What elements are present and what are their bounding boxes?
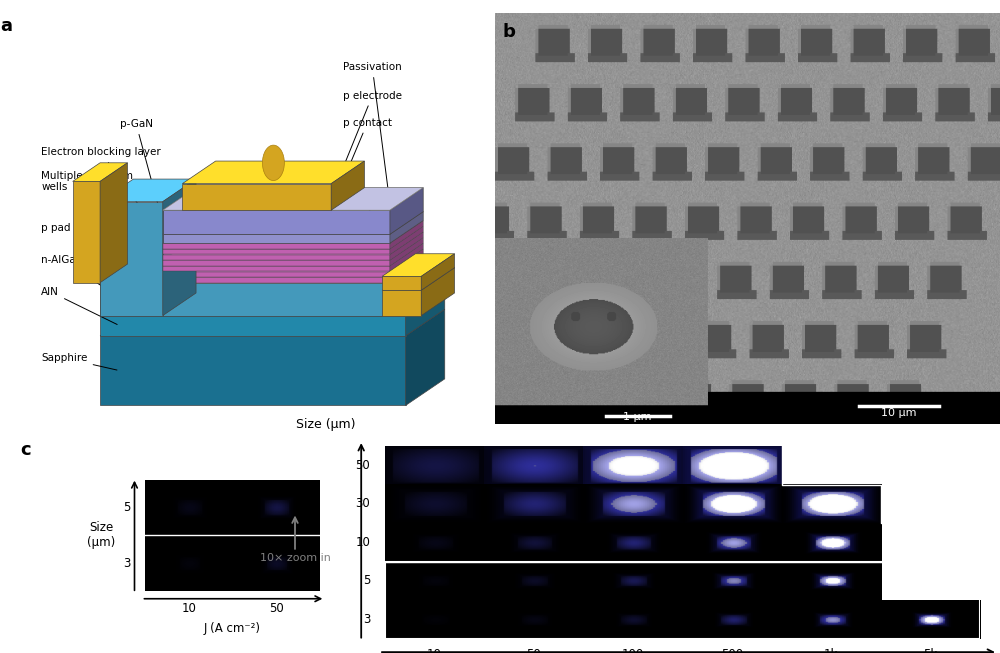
Text: p pad: p pad bbox=[41, 223, 84, 234]
Polygon shape bbox=[163, 244, 423, 266]
Polygon shape bbox=[100, 179, 196, 202]
Text: 10: 10 bbox=[427, 648, 442, 653]
Text: 5: 5 bbox=[363, 575, 370, 587]
Polygon shape bbox=[163, 244, 390, 249]
Circle shape bbox=[262, 145, 284, 181]
Polygon shape bbox=[100, 202, 163, 315]
Polygon shape bbox=[100, 315, 406, 336]
Polygon shape bbox=[182, 161, 364, 183]
Text: 10: 10 bbox=[181, 602, 196, 615]
Text: 100: 100 bbox=[622, 648, 644, 653]
Text: b: b bbox=[503, 24, 515, 41]
Text: 50: 50 bbox=[355, 459, 370, 471]
Text: a: a bbox=[1, 17, 13, 35]
Polygon shape bbox=[163, 179, 196, 315]
Polygon shape bbox=[100, 310, 445, 336]
Polygon shape bbox=[390, 244, 423, 272]
Text: Multiple quantum
wells: Multiple quantum wells bbox=[41, 170, 161, 259]
Polygon shape bbox=[163, 249, 423, 272]
Text: n electrode: n electrode bbox=[343, 217, 420, 300]
Polygon shape bbox=[73, 182, 100, 283]
Polygon shape bbox=[73, 163, 128, 182]
Polygon shape bbox=[406, 310, 445, 406]
Polygon shape bbox=[390, 255, 423, 283]
Polygon shape bbox=[182, 183, 331, 210]
Text: AlN: AlN bbox=[41, 287, 117, 325]
Text: p contact: p contact bbox=[332, 118, 392, 206]
Text: J (A cm⁻²): J (A cm⁻²) bbox=[204, 622, 261, 635]
Text: 10: 10 bbox=[355, 536, 370, 549]
Polygon shape bbox=[406, 256, 445, 315]
Polygon shape bbox=[163, 212, 423, 234]
Text: Size
(μm): Size (μm) bbox=[87, 522, 115, 549]
Polygon shape bbox=[421, 268, 455, 315]
Polygon shape bbox=[390, 238, 423, 266]
Text: 5k: 5k bbox=[923, 648, 938, 653]
Text: 10 μm: 10 μm bbox=[881, 408, 917, 419]
Polygon shape bbox=[390, 249, 423, 277]
Polygon shape bbox=[163, 238, 423, 261]
Polygon shape bbox=[163, 234, 390, 243]
Text: Passivation: Passivation bbox=[343, 62, 402, 201]
Text: c: c bbox=[20, 441, 31, 459]
Polygon shape bbox=[163, 278, 390, 283]
Text: 3: 3 bbox=[363, 613, 370, 626]
Text: 50: 50 bbox=[269, 602, 284, 615]
Polygon shape bbox=[390, 221, 423, 249]
Polygon shape bbox=[163, 221, 423, 244]
Polygon shape bbox=[421, 254, 455, 291]
Polygon shape bbox=[100, 283, 406, 315]
Polygon shape bbox=[100, 163, 128, 283]
Text: 5: 5 bbox=[124, 502, 131, 514]
Polygon shape bbox=[163, 255, 423, 278]
Text: Electron blocking layer: Electron blocking layer bbox=[41, 148, 161, 236]
Polygon shape bbox=[382, 268, 455, 291]
Text: n pad: n pad bbox=[343, 189, 420, 280]
Polygon shape bbox=[163, 227, 423, 249]
Polygon shape bbox=[390, 187, 423, 234]
Polygon shape bbox=[100, 336, 406, 406]
Polygon shape bbox=[163, 272, 390, 277]
Polygon shape bbox=[100, 289, 445, 315]
Text: n-AlGaN: n-AlGaN bbox=[41, 255, 117, 296]
Text: 50: 50 bbox=[526, 648, 541, 653]
Polygon shape bbox=[331, 161, 364, 210]
Polygon shape bbox=[382, 276, 421, 291]
Text: Sapphire: Sapphire bbox=[41, 353, 117, 370]
Polygon shape bbox=[163, 232, 423, 255]
Text: Size (μm): Size (μm) bbox=[296, 417, 355, 430]
Text: p-GaN: p-GaN bbox=[120, 119, 162, 219]
Text: 3: 3 bbox=[124, 557, 131, 569]
Text: 30: 30 bbox=[355, 498, 370, 510]
Polygon shape bbox=[163, 255, 390, 260]
Polygon shape bbox=[163, 210, 390, 234]
Polygon shape bbox=[163, 187, 423, 210]
Polygon shape bbox=[390, 212, 423, 243]
Polygon shape bbox=[163, 261, 390, 266]
Text: 1 μm: 1 μm bbox=[623, 411, 652, 422]
Polygon shape bbox=[163, 187, 423, 210]
Text: 10× zoom in: 10× zoom in bbox=[260, 553, 330, 564]
Polygon shape bbox=[382, 254, 455, 276]
Text: 1k: 1k bbox=[824, 648, 838, 653]
Polygon shape bbox=[406, 289, 445, 336]
Polygon shape bbox=[163, 266, 390, 272]
Polygon shape bbox=[390, 232, 423, 260]
Polygon shape bbox=[100, 256, 445, 283]
Polygon shape bbox=[163, 249, 390, 255]
Polygon shape bbox=[382, 291, 421, 315]
Polygon shape bbox=[390, 227, 423, 255]
Text: 500: 500 bbox=[721, 648, 743, 653]
Text: p electrode: p electrode bbox=[332, 91, 402, 195]
